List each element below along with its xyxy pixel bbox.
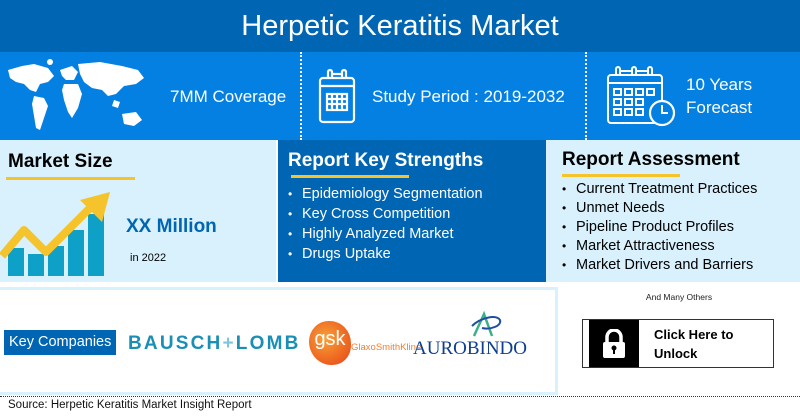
- list-item: Market Attractiveness: [562, 237, 757, 256]
- assessment-list: Current Treatment Practices Unmet Needs …: [562, 180, 757, 275]
- list-item: Current Treatment Practices: [562, 180, 757, 199]
- lomb-text: LOMB: [235, 333, 301, 354]
- unlock-button[interactable]: Click Here to Unlock: [582, 319, 774, 368]
- key-strengths-list: Epidemiology Segmentation Key Cross Comp…: [288, 184, 483, 264]
- gsk-logo-mark: gsk: [309, 321, 351, 365]
- list-item: Highly Analyzed Market: [288, 224, 483, 244]
- divider: [300, 52, 302, 140]
- forecast-label-line2: Forecast: [686, 98, 753, 117]
- list-item: Market Drivers and Barriers: [562, 256, 757, 275]
- market-size-value: XX Million: [126, 216, 217, 237]
- aurobindo-logo: AUROBINDO: [413, 338, 527, 359]
- lock-icon-box: [589, 320, 639, 367]
- study-period-item: Study Period : 2019-2032: [318, 52, 565, 140]
- and-many-others-text: And Many Others: [645, 292, 713, 302]
- forecast-label-line1: 10 Years: [686, 75, 753, 94]
- key-strengths-panel: Report Key Strengths Epidemiology Segmen…: [278, 140, 546, 282]
- title-underline: [6, 177, 135, 180]
- key-strengths-title: Report Key Strengths: [288, 150, 484, 171]
- assessment-title: Report Assessment: [562, 149, 740, 170]
- key-companies-label: Key Companies: [4, 330, 117, 355]
- list-item: Epidemiology Segmentation: [288, 184, 483, 204]
- unlock-label: Click Here to Unlock: [654, 320, 733, 367]
- forecast-label: 10 Years Forecast: [686, 73, 752, 119]
- unlock-label-line1: Click Here to: [654, 327, 734, 342]
- list-item: Drugs Uptake: [288, 244, 483, 264]
- footer-divider: [0, 396, 800, 397]
- lock-icon: [603, 328, 625, 358]
- study-period-label: Study Period : 2019-2032: [372, 86, 565, 106]
- title-underline: [291, 175, 409, 178]
- market-size-panel: Market Size XX Million in 2022: [0, 140, 278, 282]
- page-title: Herpetic Keratitis Market: [0, 0, 800, 52]
- market-size-title: Market Size: [8, 151, 113, 172]
- bausch-lomb-logo: BAUSCH+LOMB: [128, 333, 301, 355]
- coverage-item: 7MM Coverage: [4, 52, 286, 140]
- market-size-year: in 2022: [130, 252, 167, 264]
- calendar-clock-icon: [607, 66, 676, 127]
- forecast-item: 10 Years Forecast: [606, 52, 752, 140]
- others-panel: And Many Others Click Here to Unlock: [558, 287, 800, 395]
- list-item: Pipeline Product Profiles: [562, 218, 757, 237]
- coverage-strip: 7MM Coverage Study Period : 2019-2032: [0, 52, 800, 140]
- divider: [585, 52, 587, 140]
- plus-glyph: +: [222, 333, 236, 354]
- assessment-panel: Report Assessment Current Treatment Prac…: [546, 140, 800, 282]
- growth-chart-icon: [0, 192, 110, 276]
- key-companies-panel: Key Companies BAUSCH+LOMB gsk GlaxoSmith…: [0, 287, 558, 395]
- calendar-icon: [318, 68, 356, 124]
- list-item: Key Cross Competition: [288, 204, 483, 224]
- gsk-logo-text: GlaxoSmithKline: [351, 342, 422, 353]
- title-underline: [562, 174, 680, 177]
- list-item: Unmet Needs: [562, 199, 757, 218]
- aurobindo-emblem-icon: [471, 310, 502, 337]
- bausch-text: BAUSCH: [128, 333, 223, 354]
- world-map-icon: [8, 59, 144, 130]
- coverage-label: 7MM Coverage: [170, 86, 287, 106]
- source-text: Source: Herpetic Keratitis Market Insigh…: [8, 399, 252, 411]
- unlock-label-line2: Unlock: [654, 346, 698, 361]
